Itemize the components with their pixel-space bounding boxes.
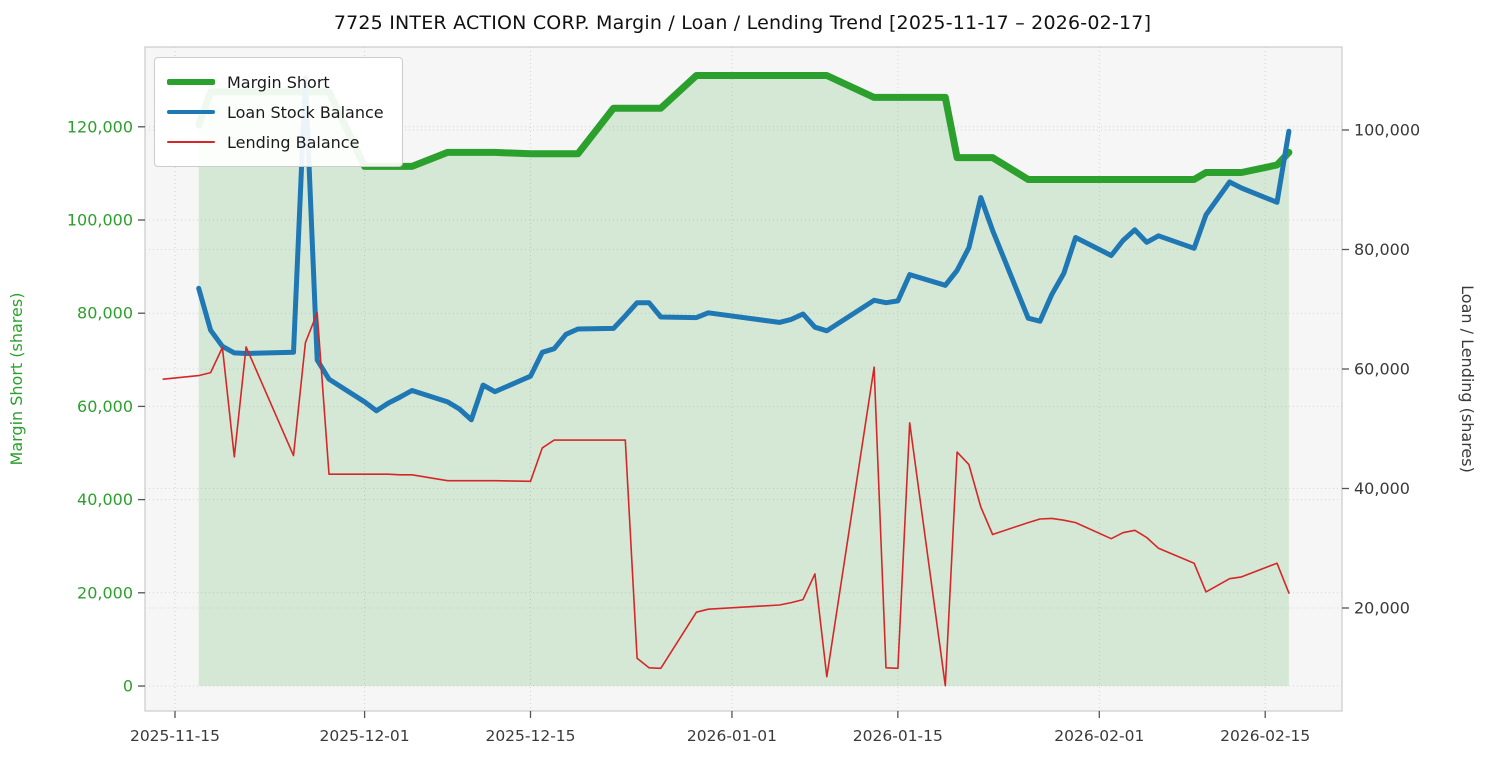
chart-title: 7725 INTER ACTION CORP. Margin / Loan / …: [333, 12, 1152, 34]
legend-item-lending-balance: Lending Balance: [167, 127, 384, 157]
left-tick-label: 0: [123, 677, 133, 696]
lending-line-swatch-icon: [167, 141, 215, 143]
loan-stock-line-swatch-icon: [167, 110, 215, 114]
margin-short-line-swatch-icon: [167, 79, 215, 85]
x-tick-label: 2026-01-01: [687, 727, 777, 745]
left-tick-label: 120,000: [67, 117, 133, 136]
plot-border: [144, 46, 1343, 712]
margin-short-area-fill: [198, 75, 1289, 686]
right-tick-label: 80,000: [1354, 240, 1410, 259]
right-axis-title: Loan / Lending (shares): [1458, 285, 1477, 473]
x-tick-label: 2025-12-15: [485, 727, 575, 745]
left-tick-label: 40,000: [77, 490, 133, 509]
gridlines: [145, 47, 1342, 711]
legend-label-margin-short: Margin Short: [227, 72, 330, 92]
series-line-loan-stock-balance: [196, 75, 1292, 423]
x-tick-label: 2025-12-01: [320, 727, 410, 745]
left-axis-title: Margin Short (shares): [7, 293, 26, 466]
legend-item-margin-short: Margin Short: [167, 67, 384, 97]
right-tick-label: 60,000: [1354, 360, 1410, 379]
legend-label-loan-stock-balance: Loan Stock Balance: [227, 102, 384, 122]
x-tick-label: 2026-02-15: [1220, 727, 1310, 745]
left-tick-label: 20,000: [77, 583, 133, 602]
left-tick-label: 60,000: [77, 397, 133, 416]
x-tick-label: 2026-01-15: [853, 727, 943, 745]
series-line-lending-balance: [162, 312, 1290, 687]
legend-label-lending-balance: Lending Balance: [227, 132, 360, 152]
right-tick-label: 100,000: [1354, 121, 1420, 140]
right-tick-label: 20,000: [1354, 599, 1410, 618]
x-tick-label: 2025-11-15: [130, 727, 220, 745]
legend-item-loan-stock-balance: Loan Stock Balance: [167, 97, 384, 127]
x-tick-label: 2026-02-01: [1054, 727, 1144, 745]
legend: Margin Short Loan Stock Balance Lending …: [154, 57, 403, 167]
left-tick-label: 80,000: [77, 304, 133, 323]
left-tick-label: 100,000: [67, 211, 133, 230]
right-tick-label: 40,000: [1354, 479, 1410, 498]
